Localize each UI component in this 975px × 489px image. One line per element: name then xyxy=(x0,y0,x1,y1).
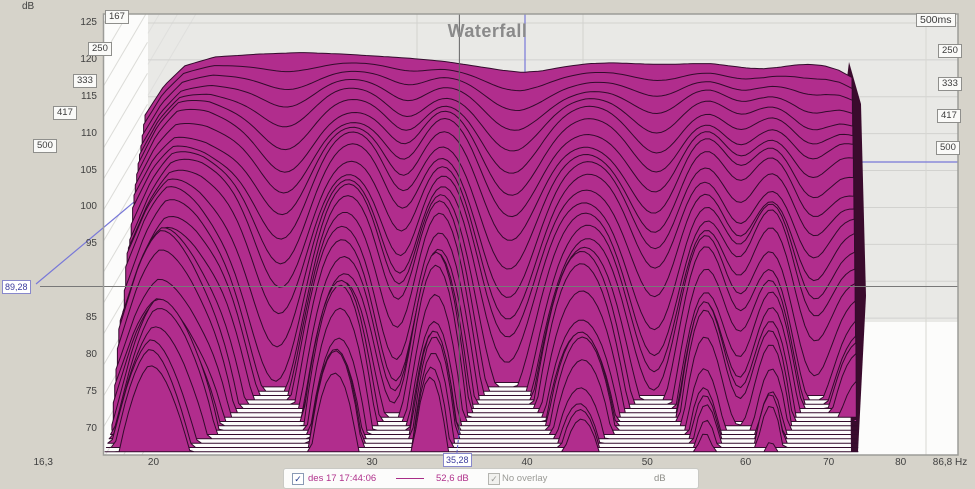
legend-overlay-label: No overlay xyxy=(502,473,548,484)
chart-title: Waterfall xyxy=(447,21,528,41)
freq-axis-end-label: 86,8 Hz xyxy=(932,457,968,468)
time-tick-label-right: 333 xyxy=(938,77,962,91)
overlay-checkbox[interactable]: ✓ xyxy=(488,473,500,485)
time-tick-label-right: 500 xyxy=(936,141,960,155)
time-tick-label-left: 333 xyxy=(73,74,97,88)
freq-tick-label: 20 xyxy=(147,457,160,468)
db-tick-label: 95 xyxy=(85,238,97,250)
legend-line-swatch xyxy=(396,478,424,479)
time-tick-label-left: 167 xyxy=(105,10,129,24)
freq-tick-label: 80 xyxy=(895,457,907,468)
db-tick-label: 80 xyxy=(85,349,97,360)
freq-tick-label: 16,3 xyxy=(33,457,53,468)
legend-cursor-value: 52,6 dB xyxy=(436,473,469,484)
db-tick-label: 125 xyxy=(80,17,97,28)
cursor-db-label: 89,28 xyxy=(2,280,31,294)
time-tick-label-right: 250 xyxy=(938,44,962,58)
db-tick-label: 105 xyxy=(80,164,97,176)
time-axis-unit-label: 500ms xyxy=(916,13,956,27)
measurement-checkbox[interactable]: ✓ xyxy=(292,473,304,485)
legend-measurement-label[interactable]: des 17 17:44:06 xyxy=(308,473,377,484)
time-tick-label-left: 250 xyxy=(88,42,112,56)
freq-tick-label: 60 xyxy=(740,457,752,468)
db-tick-label: 75 xyxy=(85,385,97,397)
legend-bar: ✓ des 17 17:44:06 52,6 dB ✓ No overlay d… xyxy=(283,468,699,489)
legend-unit-label: dB xyxy=(654,473,666,484)
freq-tick-label: 70 xyxy=(823,457,835,468)
db-axis-unit-label: dB xyxy=(22,1,35,12)
db-tick-label: 100 xyxy=(80,201,97,213)
db-tick-label: 110 xyxy=(81,127,97,139)
db-tick-label: 115 xyxy=(81,90,97,102)
time-tick-label-left: 500 xyxy=(33,139,57,153)
freq-tick-label: 40 xyxy=(521,457,533,468)
cursor-freq-label: 35,28 xyxy=(443,453,472,467)
time-tick-label-right: 417 xyxy=(937,109,961,123)
db-tick-label: 70 xyxy=(85,422,97,434)
db-tick-label: 120 xyxy=(80,53,97,65)
freq-tick-label: 50 xyxy=(641,457,653,468)
db-tick-label: 85 xyxy=(85,312,97,324)
time-tick-label-left: 417 xyxy=(53,106,77,120)
freq-tick-label: 30 xyxy=(366,457,378,468)
